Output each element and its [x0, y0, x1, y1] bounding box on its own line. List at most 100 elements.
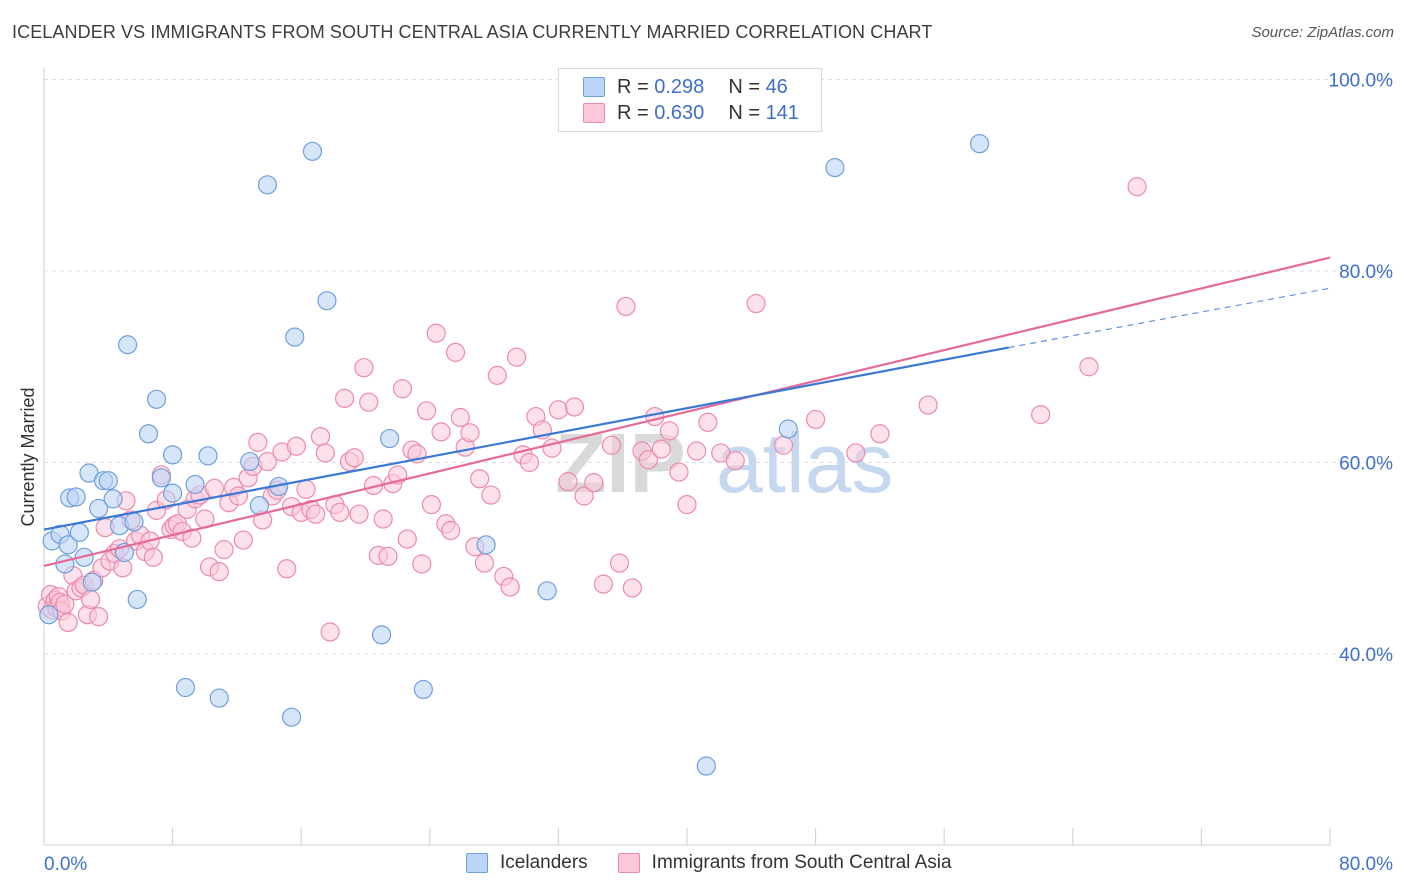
- point-icelanders: [209, 688, 229, 708]
- point-icelanders: [696, 756, 716, 776]
- stats-legend: R = 0.298 N = 46 R = 0.630 N = 141: [558, 68, 822, 132]
- point-immigrants: [214, 540, 234, 560]
- x-tick-label: 0.0%: [44, 854, 87, 875]
- icelanders-swatch: [466, 853, 488, 873]
- point-immigrants: [548, 400, 569, 420]
- point-icelanders: [281, 707, 302, 727]
- point-immigrants: [330, 502, 350, 522]
- point-immigrants: [58, 612, 78, 633]
- series-immigrants-points: [37, 177, 1147, 642]
- point-immigrants: [397, 529, 417, 549]
- point-immigrants: [669, 462, 689, 482]
- point-immigrants: [296, 479, 316, 499]
- point-icelanders: [58, 535, 78, 555]
- point-immigrants: [373, 509, 393, 529]
- point-immigrants: [677, 495, 697, 515]
- point-icelanders: [163, 483, 183, 503]
- y-tick-label: 80.0%: [1339, 262, 1393, 283]
- point-icelanders: [185, 474, 205, 495]
- point-icelanders: [257, 175, 278, 195]
- point-immigrants: [846, 443, 866, 463]
- point-immigrants: [55, 594, 75, 614]
- point-icelanders: [82, 572, 102, 592]
- point-immigrants: [441, 520, 461, 541]
- point-immigrants: [474, 553, 495, 573]
- trend-icelanders: [43, 346, 1009, 531]
- point-immigrants: [412, 554, 432, 574]
- icelanders-swatch: [583, 77, 605, 97]
- point-immigrants: [233, 530, 253, 550]
- point-immigrants: [344, 448, 364, 468]
- y-tick-label: 100.0%: [1329, 71, 1394, 92]
- point-icelanders: [302, 141, 323, 161]
- point-immigrants: [359, 392, 379, 412]
- point-immigrants: [687, 441, 707, 461]
- y-tick-label: 60.0%: [1339, 454, 1393, 475]
- point-immigrants: [182, 528, 202, 548]
- legend-row-immigrants: R = 0.630 N = 141: [583, 101, 799, 125]
- trend-lines: [43, 256, 1331, 567]
- point-icelanders: [240, 451, 260, 472]
- y-tick-label: 40.0%: [1339, 645, 1393, 666]
- legend-row-icelanders: R = 0.298 N = 46: [583, 75, 788, 99]
- point-immigrants: [416, 401, 437, 421]
- point-icelanders: [117, 335, 138, 355]
- point-immigrants: [228, 486, 249, 506]
- legend-n-label: N =: [728, 101, 760, 124]
- point-icelanders: [163, 445, 183, 465]
- point-icelanders: [124, 512, 144, 532]
- point-icelanders: [151, 468, 171, 488]
- legend-r-value: 0.630: [654, 101, 705, 124]
- legend-label-immigrants: Immigrants from South Central Asia: [651, 852, 952, 873]
- point-icelanders: [371, 625, 392, 645]
- trend-immigrants: [43, 256, 1331, 567]
- point-immigrants: [746, 293, 766, 314]
- point-immigrants: [349, 504, 369, 524]
- point-icelanders: [317, 291, 337, 311]
- point-icelanders: [98, 471, 118, 491]
- legend-r-label: R =: [617, 75, 649, 98]
- point-icelanders: [413, 679, 433, 700]
- point-immigrants: [286, 436, 306, 456]
- point-icelanders: [127, 589, 147, 610]
- series-legend: Icelanders Immigrants from South Central…: [466, 852, 982, 874]
- point-immigrants: [609, 553, 630, 573]
- point-immigrants: [354, 358, 374, 378]
- point-immigrants: [805, 409, 826, 430]
- point-immigrants: [1127, 177, 1147, 197]
- watermark-atlas: atlas: [716, 416, 893, 510]
- immigrants-swatch: [617, 853, 640, 873]
- point-icelanders: [138, 424, 159, 444]
- point-icelanders: [476, 535, 496, 555]
- point-immigrants: [918, 395, 938, 415]
- point-immigrants: [431, 422, 451, 442]
- point-icelanders: [969, 134, 990, 154]
- point-immigrants: [320, 622, 340, 642]
- point-immigrants: [651, 439, 671, 459]
- point-immigrants: [601, 435, 622, 455]
- legend-n-value: 46: [765, 75, 788, 98]
- axes: [43, 68, 1331, 846]
- point-immigrants: [725, 450, 745, 471]
- point-immigrants: [450, 407, 470, 428]
- point-immigrants: [460, 423, 480, 443]
- point-icelanders: [89, 498, 109, 519]
- legend-r-label: R =: [617, 101, 649, 124]
- point-immigrants: [564, 397, 585, 417]
- point-immigrants: [310, 427, 331, 447]
- point-immigrants: [622, 578, 642, 598]
- point-icelanders: [537, 581, 557, 601]
- chart-title: ICELANDER VS IMMIGRANTS FROM SOUTH CENTR…: [12, 22, 933, 42]
- point-immigrants: [445, 342, 466, 362]
- point-immigrants: [378, 546, 398, 566]
- point-immigrants: [574, 486, 594, 506]
- point-immigrants: [392, 379, 413, 399]
- point-immigrants: [426, 323, 446, 343]
- point-icelanders: [55, 554, 75, 574]
- point-immigrants: [204, 478, 224, 498]
- point-immigrants: [593, 574, 614, 594]
- point-immigrants: [248, 432, 268, 452]
- source-label: Source: ZipAtlas.com: [1251, 24, 1394, 41]
- point-immigrants: [143, 547, 163, 567]
- point-icelanders: [380, 428, 400, 449]
